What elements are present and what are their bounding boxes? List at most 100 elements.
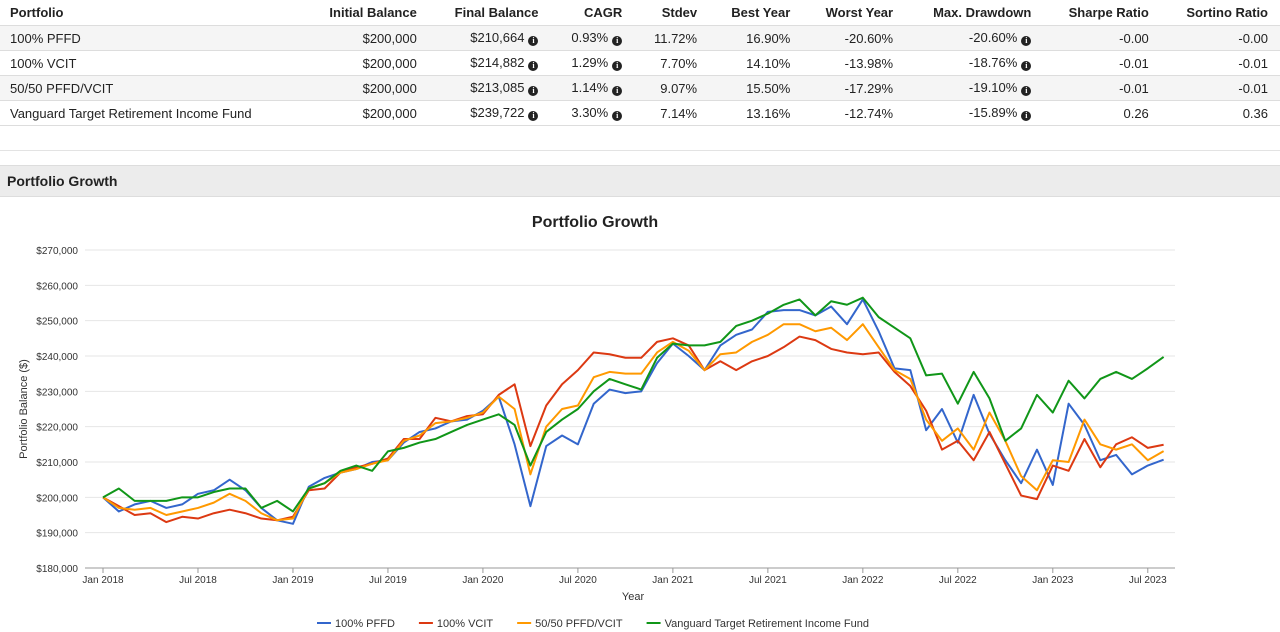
section-header: Portfolio Growth bbox=[0, 165, 1280, 197]
header-cell: Initial Balance bbox=[303, 0, 429, 26]
cell-text: 15.50% bbox=[746, 80, 791, 96]
cell-text: $200,000 bbox=[362, 80, 417, 96]
table-cell: -0.00 bbox=[1043, 25, 1161, 51]
y-tick-label: $270,000 bbox=[36, 246, 78, 257]
info-icon: i bbox=[528, 61, 539, 71]
cell-text: $200,000 bbox=[362, 105, 417, 121]
table-row: 100% VCIT $200,000 $214,882 i 1.29% i 7.70% 14.… bbox=[0, 50, 1280, 76]
separator bbox=[0, 150, 1280, 166]
info-icon: i bbox=[1021, 111, 1032, 121]
table-cell: -0.00 bbox=[1160, 25, 1280, 51]
table-cell: -19.10% i bbox=[905, 75, 1044, 101]
table-cell: $210,664 i bbox=[428, 25, 551, 51]
cell-text: $210,664 bbox=[470, 30, 525, 45]
info-icon: i bbox=[528, 111, 539, 121]
cell-text: $200,000 bbox=[362, 30, 417, 46]
table-cell: -0.01 bbox=[1160, 75, 1280, 101]
table-cell: -0.01 bbox=[1043, 75, 1161, 101]
cell-text: 0.93% bbox=[571, 30, 609, 45]
table-cell: -0.01 bbox=[1160, 50, 1280, 76]
y-tick-label: $190,000 bbox=[36, 529, 78, 540]
table-body: 100% PFFD $200,000 $210,664 i 0.93% i 11.72% 16… bbox=[0, 25, 1280, 126]
y-tick-label: $250,000 bbox=[36, 317, 78, 328]
cell-text: 0.36 bbox=[1242, 105, 1268, 121]
table-cell: $200,000 bbox=[303, 100, 429, 126]
header-cell: Sortino Ratio bbox=[1160, 0, 1280, 26]
x-tick-label: Jul 2022 bbox=[939, 575, 977, 586]
table-cell: 3.30% i bbox=[550, 100, 635, 126]
table-cell: $214,882 i bbox=[428, 50, 551, 76]
cell-text: 16.90% bbox=[746, 30, 791, 46]
x-tick-label: Jan 2023 bbox=[1032, 575, 1074, 586]
table-cell: -0.01 bbox=[1043, 50, 1161, 76]
table-cell: $239,722 i bbox=[428, 100, 551, 126]
table-row: 100% PFFD $200,000 $210,664 i 0.93% i 11.72% 16… bbox=[0, 25, 1280, 51]
table-cell: 14.10% bbox=[709, 50, 803, 76]
table-cell: -13.98% bbox=[802, 50, 906, 76]
cell-text: -0.01 bbox=[1238, 80, 1268, 96]
legend-label: 100% PFFD bbox=[335, 618, 395, 630]
table-cell: 13.16% bbox=[709, 100, 803, 126]
cell-text: -0.01 bbox=[1238, 55, 1268, 71]
cell-text: 100% PFFD bbox=[10, 30, 81, 46]
table-cell: 0.93% i bbox=[550, 25, 635, 51]
info-icon: i bbox=[612, 36, 623, 46]
table-cell: 9.07% bbox=[634, 75, 710, 101]
summary-table: Portfolio Initial Balance Final Balance CAG… bbox=[0, 0, 1280, 126]
table-cell: $200,000 bbox=[303, 25, 429, 51]
table-cell: -15.89% i bbox=[905, 100, 1044, 126]
header-cell: Max. Drawdown bbox=[905, 0, 1044, 26]
info-icon: i bbox=[612, 61, 623, 71]
header-cell: Final Balance bbox=[428, 0, 551, 26]
cell-text: -13.98% bbox=[844, 55, 894, 71]
cell-text: 3.30% bbox=[571, 105, 609, 120]
cell-text: $214,882 bbox=[470, 55, 525, 70]
chart: Portfolio Growth Year Portfolio Balance … bbox=[18, 214, 1175, 630]
series-line bbox=[102, 296, 1165, 513]
table-cell: 7.70% bbox=[634, 50, 710, 76]
cell-text: $239,722 bbox=[470, 105, 525, 120]
cell-text: $200,000 bbox=[362, 55, 417, 71]
series-line bbox=[102, 335, 1164, 524]
x-tick-label: Jan 2021 bbox=[652, 575, 694, 586]
chart-title: Portfolio Growth bbox=[532, 214, 658, 231]
cell-text: 50/50 PFFD/VCIT bbox=[10, 80, 114, 96]
table-row: 50/50 PFFD/VCIT $200,000 $213,085 i 1.14% i 9.… bbox=[0, 75, 1280, 101]
table-cell: 16.90% bbox=[709, 25, 803, 51]
series-line bbox=[102, 298, 1164, 525]
cell-text: 100% VCIT bbox=[10, 55, 77, 71]
table-cell: 50/50 PFFD/VCIT bbox=[0, 75, 304, 101]
header-cell: Portfolio bbox=[0, 0, 304, 26]
x-tick-label: Jul 2021 bbox=[749, 575, 787, 586]
cell-text: -0.00 bbox=[1119, 30, 1149, 46]
table-cell: 11.72% bbox=[634, 25, 710, 51]
legend-label: 50/50 PFFD/VCIT bbox=[535, 618, 623, 630]
table-row: Vanguard Target Retirement Income Fund $2… bbox=[0, 100, 1280, 126]
cell-text: -17.29% bbox=[844, 80, 894, 96]
header-cell: Best Year bbox=[709, 0, 803, 26]
table-cell: Vanguard Target Retirement Income Fund bbox=[0, 100, 304, 126]
info-icon: i bbox=[528, 86, 539, 96]
x-tick-label: Jul 2020 bbox=[559, 575, 597, 586]
cell-text: 7.70% bbox=[660, 55, 698, 71]
legend-label: Vanguard Target Retirement Income Fund bbox=[665, 618, 869, 630]
cell-text: 0.26 bbox=[1123, 105, 1149, 121]
series-line bbox=[102, 323, 1165, 522]
header-cell: CAGR bbox=[550, 0, 635, 26]
x-axis-label: Year bbox=[622, 591, 645, 603]
y-tick-label: $200,000 bbox=[36, 493, 78, 504]
table-cell: 100% PFFD bbox=[0, 25, 304, 51]
cell-text: -0.01 bbox=[1119, 80, 1149, 96]
info-icon: i bbox=[612, 86, 623, 96]
cell-text: 1.14% bbox=[571, 80, 609, 95]
table-cell: -12.74% bbox=[802, 100, 906, 126]
x-tick-label: Jul 2023 bbox=[1129, 575, 1167, 586]
header-cell: Worst Year bbox=[802, 0, 906, 26]
table-cell: -20.60% i bbox=[905, 25, 1044, 51]
cell-text: -20.60% bbox=[968, 30, 1018, 45]
table-cell: $200,000 bbox=[303, 50, 429, 76]
table-cell: $200,000 bbox=[303, 75, 429, 101]
cell-text: -19.10% bbox=[968, 80, 1018, 95]
legend-label: 100% VCIT bbox=[437, 618, 494, 630]
